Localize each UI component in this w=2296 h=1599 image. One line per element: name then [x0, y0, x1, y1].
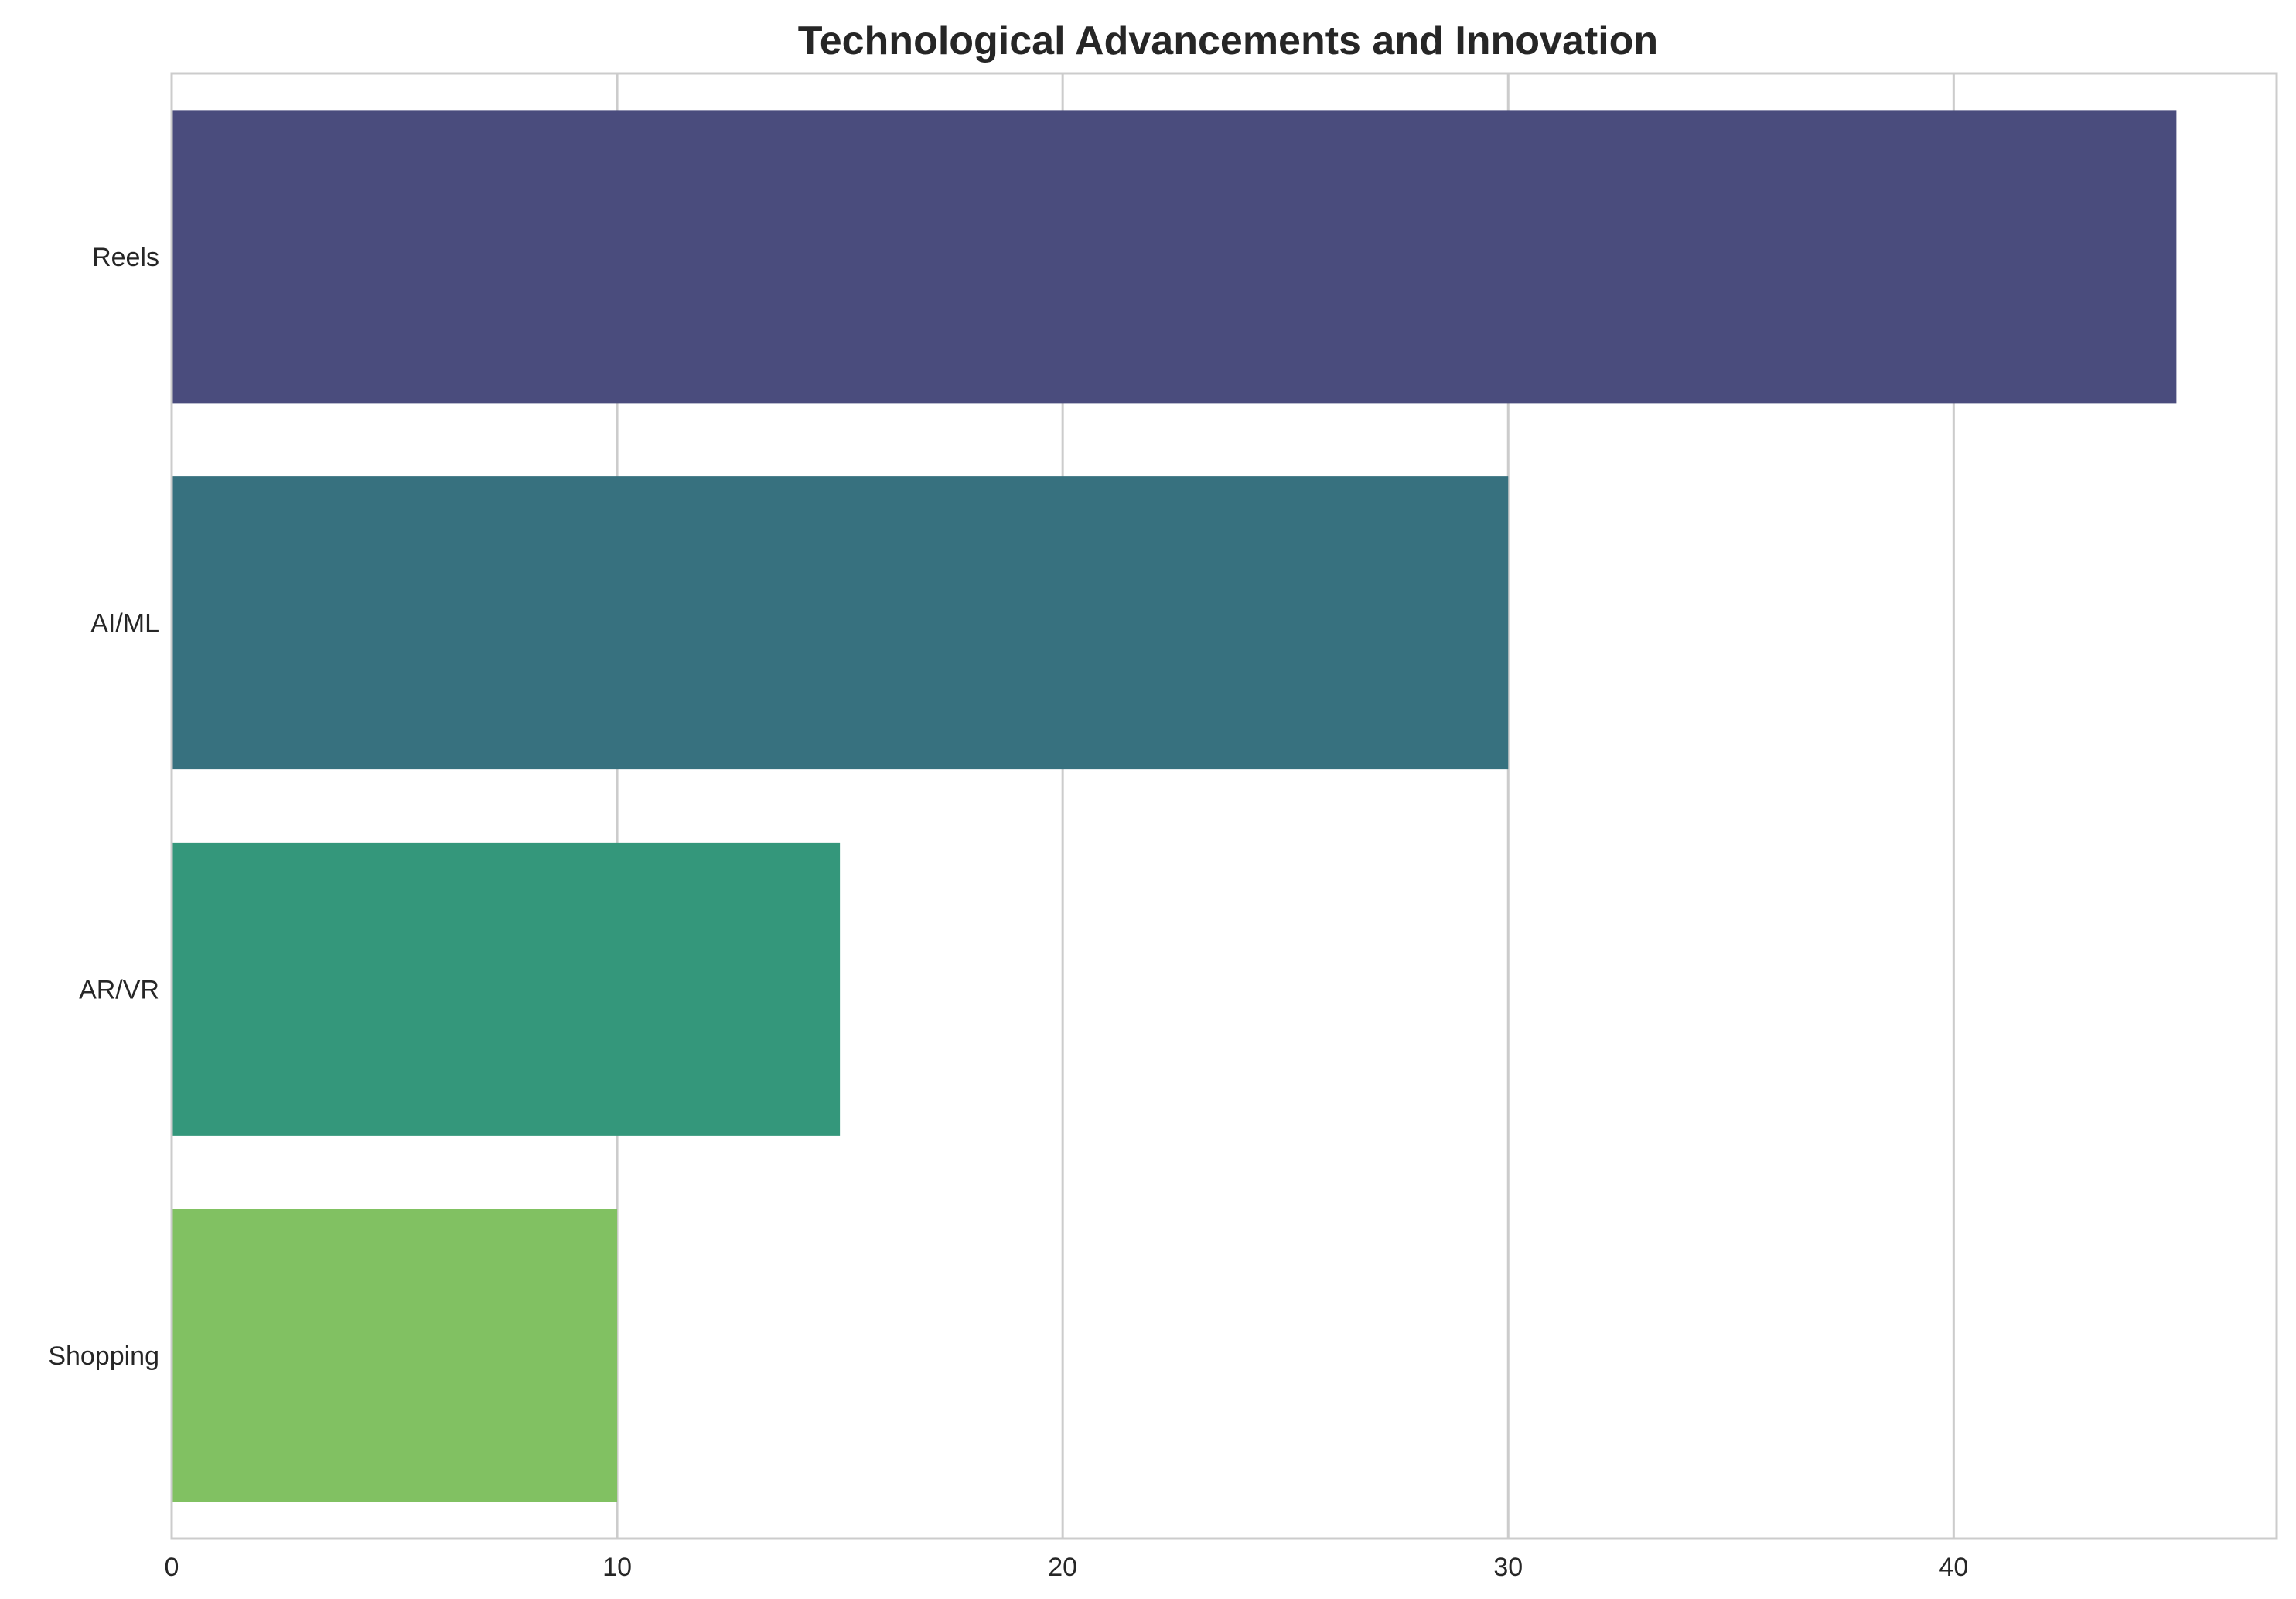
bar-reels: [172, 110, 2177, 404]
bar-shopping: [172, 1209, 618, 1502]
bar-ai-ml: [172, 476, 1509, 770]
x-tick-label: 30: [1493, 1553, 1523, 1582]
y-tick-label: AR/VR: [79, 975, 159, 1004]
y-tick-label: AI/ML: [90, 609, 159, 639]
y-axis-ticks: Reels AI/ML AR/VR Shopping: [48, 243, 159, 1371]
x-tick-label: 0: [165, 1553, 179, 1582]
x-axis-ticks: 0 10 20 30 40: [165, 1553, 1969, 1582]
plot-frame: [170, 72, 2278, 1540]
x-tick-label: 10: [602, 1553, 632, 1582]
bars: [172, 110, 2177, 1502]
y-tick-label: Reels: [92, 243, 159, 272]
chart-title: Technological Advancements and Innovatio…: [798, 19, 1658, 63]
bar-ar-vr: [172, 842, 841, 1136]
x-tick-label: 20: [1048, 1553, 1077, 1582]
y-tick-label: Shopping: [48, 1342, 159, 1371]
x-tick-label: 40: [1939, 1553, 1968, 1582]
